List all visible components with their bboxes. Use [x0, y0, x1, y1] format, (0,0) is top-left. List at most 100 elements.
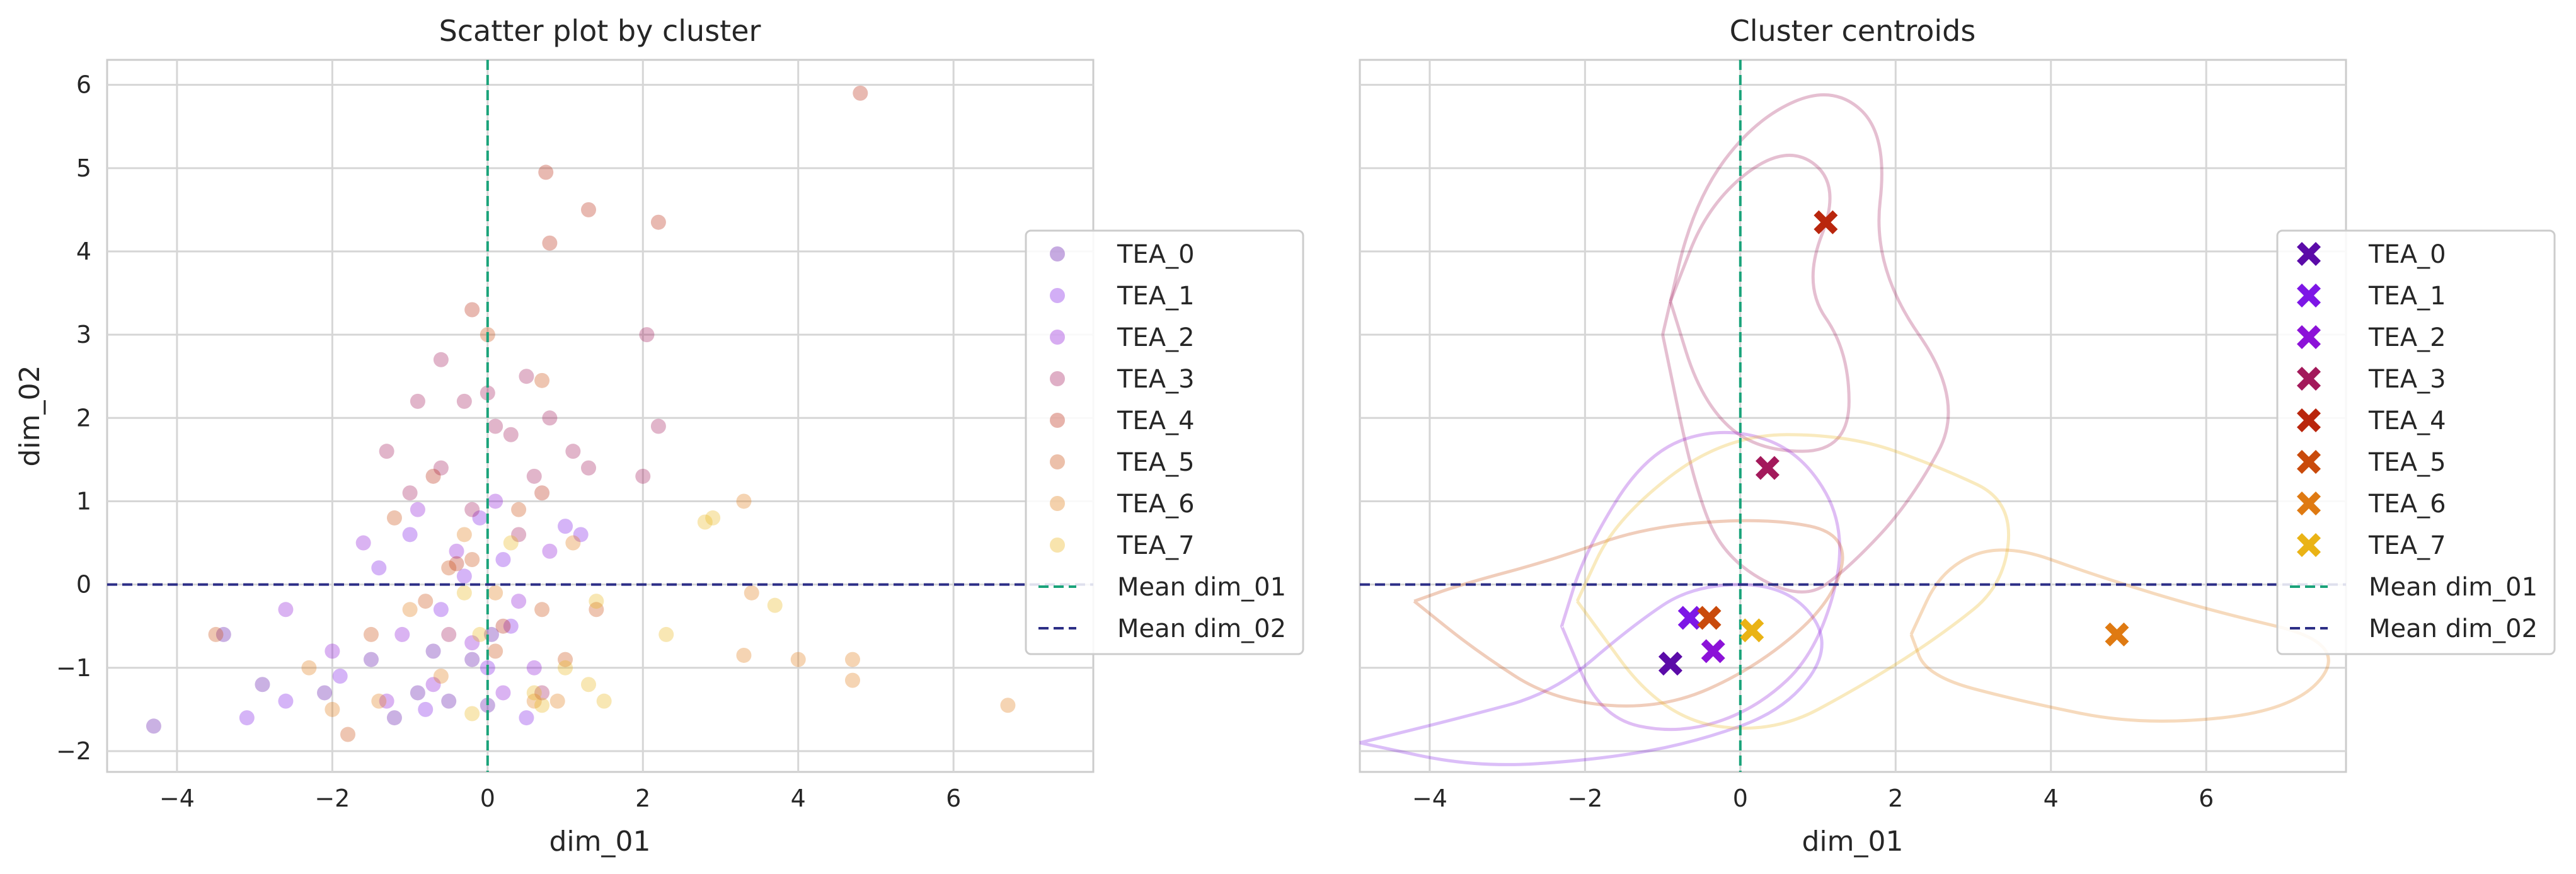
point-tea_2 — [526, 660, 542, 676]
point-tea_1 — [433, 602, 449, 618]
point-tea_7 — [581, 677, 597, 693]
point-tea_0 — [425, 643, 441, 659]
legend-cross-swatch — [2297, 367, 2321, 391]
centroid-markers — [1658, 210, 2129, 676]
point-tea_4 — [650, 214, 666, 230]
x-tick-label: 6 — [946, 785, 961, 812]
centroid-tea_7 — [1740, 618, 1764, 643]
point-tea_0 — [363, 652, 379, 667]
point-tea_5 — [363, 626, 379, 642]
point-tea_4 — [581, 202, 597, 217]
point-tea_1 — [239, 710, 255, 726]
point-tea_7 — [705, 510, 721, 526]
legend-point-swatch — [1050, 454, 1065, 469]
point-tea_0 — [216, 626, 231, 642]
point-tea_6 — [301, 660, 317, 676]
point-tea_5 — [534, 372, 550, 388]
contour-tea_3 — [1661, 93, 1950, 594]
point-tea_0 — [386, 710, 402, 726]
point-tea_6 — [844, 652, 860, 667]
y-tick-label: −2 — [56, 737, 91, 765]
point-tea_5 — [464, 551, 480, 567]
point-tea_0 — [146, 718, 161, 734]
mean-lines-left — [107, 60, 1093, 772]
point-tea_3 — [639, 327, 655, 343]
chart-title-right: Cluster centroids — [1730, 14, 1976, 48]
centroid-tea_6 — [2105, 622, 2129, 647]
point-tea_6 — [565, 535, 581, 551]
legend-label: TEA_7 — [2368, 531, 2446, 560]
x-tick-label: 6 — [2199, 785, 2214, 812]
legend-cross-swatch — [2297, 284, 2321, 308]
point-tea_7 — [767, 597, 783, 613]
point-tea_5 — [418, 594, 434, 609]
point-tea_4 — [425, 468, 441, 484]
legend-cross-swatch — [2297, 450, 2321, 474]
grid-left — [107, 60, 1093, 772]
point-tea_1 — [519, 710, 534, 726]
legend-label: Mean dim_01 — [1117, 573, 1286, 602]
point-tea_5 — [340, 727, 356, 742]
y-tick-label: 6 — [76, 71, 91, 99]
point-tea_7 — [503, 535, 519, 551]
centroid-tea_1 — [1677, 606, 1702, 630]
legend-box — [2276, 229, 2556, 655]
point-tea_2 — [511, 594, 527, 609]
point-tea_6 — [456, 527, 472, 543]
point-tea_5 — [441, 560, 457, 576]
scatter-points — [146, 85, 1016, 742]
legend-label: TEA_1 — [2368, 282, 2446, 311]
point-tea_7 — [464, 706, 480, 722]
point-tea_2 — [449, 543, 464, 559]
legend-point-swatch — [1050, 496, 1065, 511]
centroid-tea_4 — [1814, 210, 1838, 234]
point-tea_3 — [433, 460, 449, 476]
legend-right: TEA_0 TEA_1 TEA_2 TEA_3 TEA_4 TEA_5 TEA_6 TEA_7… — [2276, 229, 2556, 655]
point-tea_6 — [526, 693, 542, 709]
point-tea_2 — [355, 535, 371, 551]
point-tea_5 — [208, 626, 224, 642]
point-tea_3 — [464, 502, 480, 517]
x-tick-label: 0 — [1733, 785, 1748, 812]
legend-point-swatch — [1050, 330, 1065, 345]
legend-label: TEA_1 — [1117, 282, 1195, 311]
legend-point-swatch — [1050, 246, 1065, 262]
point-tea_4 — [534, 485, 550, 501]
point-tea_2 — [542, 543, 558, 559]
point-tea_0 — [410, 685, 425, 701]
mean-lines-right — [1360, 60, 2346, 772]
point-tea_3 — [488, 418, 503, 434]
legend-label: TEA_3 — [1117, 365, 1195, 394]
point-tea_1 — [573, 527, 589, 543]
legend-point-swatch — [1050, 413, 1065, 428]
point-tea_2 — [410, 502, 425, 517]
point-tea_4 — [538, 164, 554, 180]
point-tea_4 — [495, 618, 511, 634]
point-tea_1 — [371, 560, 387, 576]
point-tea_4 — [464, 302, 480, 318]
centroid-tea_2 — [1701, 639, 1725, 664]
plot-area-right — [1359, 59, 2347, 773]
point-tea_6 — [736, 493, 752, 509]
point-tea_3 — [410, 393, 425, 409]
legend-label: TEA_5 — [2368, 448, 2446, 477]
point-tea_6 — [736, 647, 752, 663]
legend-cross-swatch — [2297, 408, 2321, 432]
point-tea_3 — [433, 352, 449, 367]
centroid-panel: −4 −2 0 2 4 6 Cluster centroids dim_01 TEA_0T… — [1359, 14, 2556, 858]
point-tea_2 — [495, 685, 511, 701]
point-tea_6 — [1000, 698, 1016, 713]
point-tea_7 — [558, 660, 573, 676]
legend-label: TEA_0 — [2368, 240, 2446, 269]
point-tea_0 — [317, 685, 333, 701]
point-tea_5 — [589, 602, 604, 618]
x-axis-label-left: dim_01 — [549, 825, 650, 858]
point-tea_1 — [472, 510, 488, 526]
point-tea_6 — [549, 693, 565, 709]
point-tea_0 — [464, 652, 480, 667]
legend-point-swatch — [1050, 371, 1065, 386]
point-tea_4 — [449, 556, 464, 572]
legend-box — [1025, 229, 1304, 655]
legend-cross-swatch — [2297, 492, 2321, 515]
